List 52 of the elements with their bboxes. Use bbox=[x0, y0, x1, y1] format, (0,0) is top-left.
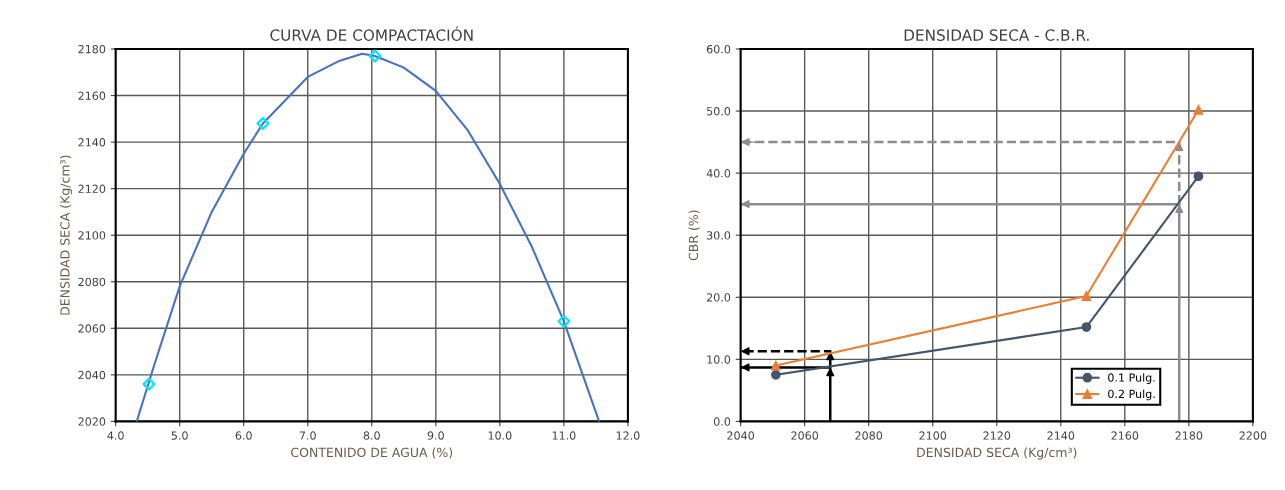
x-tick-label: 2140 bbox=[1047, 431, 1075, 440]
x-tick-label: 2120 bbox=[983, 431, 1011, 440]
x-tick-label: 12.0 bbox=[616, 431, 640, 440]
point bbox=[368, 49, 382, 63]
x-tick-label: 8.0 bbox=[363, 431, 380, 440]
y-tick-label: 50.0 bbox=[707, 107, 731, 116]
point bbox=[142, 377, 156, 391]
x-tick-label: 5.0 bbox=[171, 431, 188, 440]
y-tick-label: 2140 bbox=[78, 138, 106, 147]
y-tick-label: 2120 bbox=[78, 184, 106, 194]
legend-label: 0.1 Pulg. bbox=[1108, 373, 1155, 384]
x-axis-title: CONTENIDO DE AGUA (%) bbox=[291, 447, 453, 459]
x-tick-label: 2080 bbox=[855, 431, 883, 440]
point bbox=[1081, 291, 1092, 301]
point bbox=[770, 369, 781, 380]
y-tick-label: 2080 bbox=[78, 277, 106, 287]
x-tick-label: 2060 bbox=[791, 431, 819, 440]
point bbox=[770, 360, 781, 371]
x-tick-label: 7.0 bbox=[299, 431, 316, 440]
y-tick-label: 2060 bbox=[78, 324, 106, 333]
y-tick-label: 40.0 bbox=[706, 169, 731, 178]
x-tick-label: 9.0 bbox=[427, 431, 444, 440]
x-tick-label: 2100 bbox=[919, 431, 947, 440]
point bbox=[1193, 104, 1204, 115]
y-tick-label: 20.0 bbox=[706, 293, 731, 302]
point bbox=[557, 314, 571, 328]
y-tick-label: 2020 bbox=[78, 417, 106, 426]
x-tick-label: 2180 bbox=[1175, 431, 1203, 440]
x-tick-label: 11.0 bbox=[552, 431, 576, 440]
x-tick-label: 6.0 bbox=[235, 431, 252, 440]
y-tick-label: 10.0 bbox=[707, 355, 731, 364]
x-axis-title: DENSIDAD SECA (Kg/cm³) bbox=[917, 447, 1077, 460]
point bbox=[1193, 171, 1204, 182]
y-tick-label: 2160 bbox=[78, 91, 106, 100]
y-tick-label: 30.0 bbox=[707, 231, 731, 240]
y-tick-label: 2100 bbox=[78, 231, 106, 240]
point bbox=[1081, 322, 1092, 332]
y-tick-label: 2180 bbox=[78, 44, 106, 54]
x-tick-label: 2040 bbox=[727, 431, 755, 440]
chart-title: DENSIDAD SECA - C.B.R. bbox=[904, 29, 1089, 41]
x-tick-label: 10.0 bbox=[488, 431, 512, 440]
point bbox=[256, 116, 270, 130]
y-tick-label: 2040 bbox=[78, 370, 106, 380]
legend-label: 0.2 Pulg. bbox=[1108, 389, 1155, 401]
y-tick-label: 0.0 bbox=[713, 417, 731, 426]
chart-title: CURVA DE COMPACTACIÓN bbox=[270, 26, 473, 41]
y-axis-title: CBR (%) bbox=[688, 210, 700, 261]
x-tick-label: 4.0 bbox=[107, 431, 124, 440]
y-axis-title: DENSIDAD SECA (Kg/cm³) bbox=[60, 155, 73, 315]
x-tick-label: 2160 bbox=[1111, 431, 1139, 440]
x-tick-label: 2200 bbox=[1239, 431, 1267, 440]
y-tick-label: 60.0 bbox=[706, 44, 731, 54]
